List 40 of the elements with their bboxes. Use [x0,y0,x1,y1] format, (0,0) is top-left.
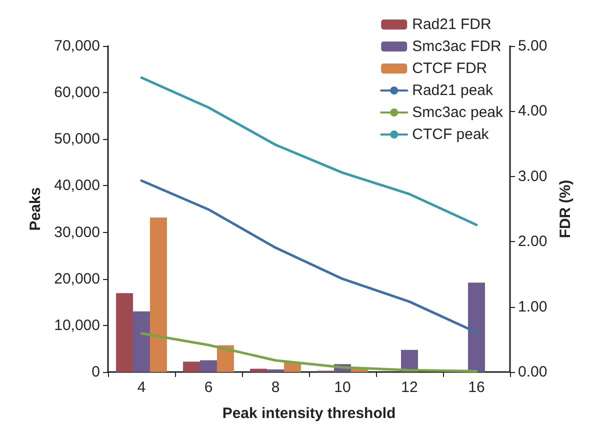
legend-label: Rad21 peak [412,82,494,99]
bar [133,311,150,372]
y-tick-label: 10,000 [54,316,100,334]
y-tick-label: 40,000 [54,177,100,194]
bar [216,345,234,372]
x-axis-title: Peak intensity threshold [222,405,396,422]
y2-tick-label: 0.00 [518,364,548,380]
x-tick-label: 16 [468,379,485,396]
legend-label: Rad21 FDR [412,16,492,33]
y2-tick-label: 3.00 [518,168,548,185]
y-tick-label: 0 [92,364,100,380]
x-tick-label: 10 [334,379,351,396]
y2-tick-label: 2.00 [518,233,548,250]
y-tick-label: 60,000 [54,84,100,102]
x-tick-label: 12 [401,379,418,396]
y2-tick-label: 4.00 [518,102,548,120]
bar [267,369,284,372]
bar [200,360,217,372]
legend-label: CTCF peak [412,126,490,143]
y-axis-title: Peaks [27,187,44,231]
bar [116,293,134,372]
x-tick-label: 8 [271,379,280,396]
legend-label: Smc3ac FDR [412,38,502,55]
y2-tick-label: 1.00 [518,298,548,316]
y-tick-label: 20,000 [54,270,100,288]
y-tick-label: 70,000 [54,38,100,54]
line-series [140,332,478,372]
bar [250,368,268,372]
legend-label: CTCF FDR [412,60,488,77]
bar [150,217,167,372]
y-tick-label: 50,000 [54,130,100,148]
x-tick-label: 6 [204,379,213,396]
y-tick-label: 30,000 [54,224,100,241]
line-series [140,179,478,334]
bar [468,282,485,372]
x-tick-label: 4 [137,379,146,396]
y2-tick-label: 5.00 [518,38,548,54]
bar [183,362,200,372]
y2-axis-title: FDR (%) [557,180,574,238]
legend-label: Smc3ac peak [412,104,504,121]
